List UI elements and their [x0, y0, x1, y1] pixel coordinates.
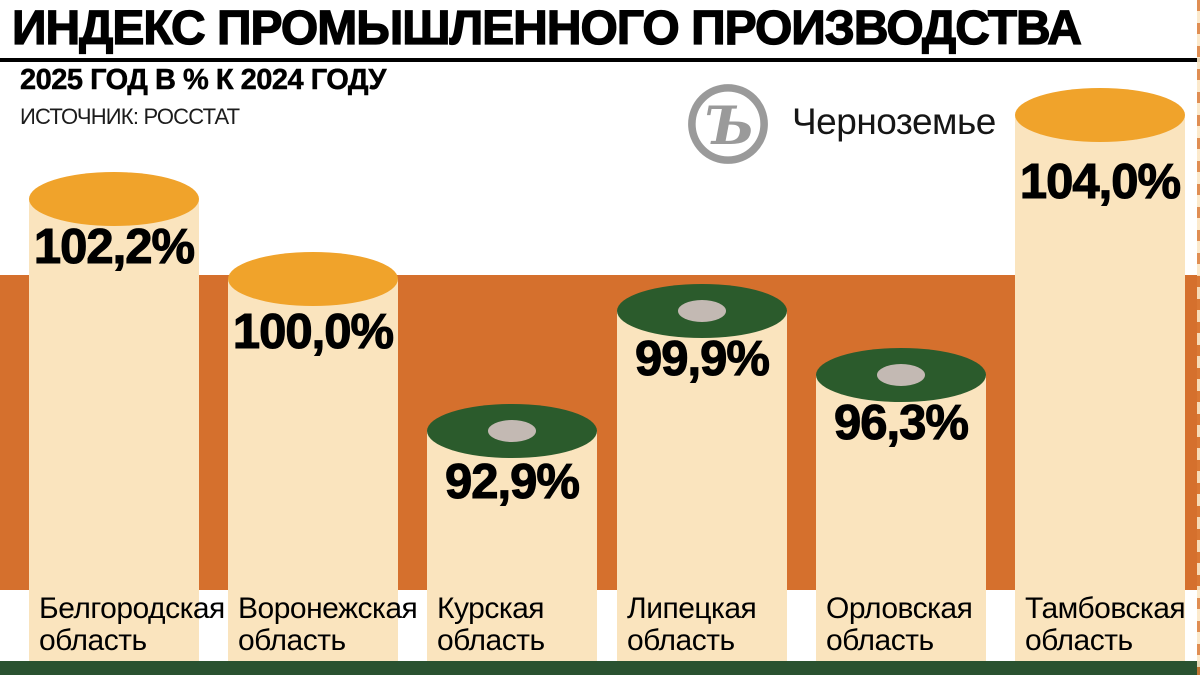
- bar-cylinder-body: [427, 431, 597, 661]
- title-underline: [0, 58, 1200, 62]
- bar-region-label: Орловская область: [826, 592, 973, 657]
- bar-group: 104,0% Тамбовская область: [1015, 0, 1186, 675]
- bar-region-label: Белгородская область: [39, 592, 225, 657]
- bar-cylinder-body: [617, 311, 787, 661]
- bar-group: 102,2% Белгородская область: [29, 0, 225, 675]
- bar-region-label: Тамбовская область: [1025, 592, 1186, 657]
- bar-group: 96,3% Орловская область: [816, 0, 986, 675]
- page-title: ИНДЕКС ПРОМЫШЛЕННОГО ПРОИЗВОДСТВА: [11, 1, 1082, 55]
- bar-group: 100,0% Воронежская область: [228, 0, 418, 675]
- brand-name: Черноземье: [792, 101, 996, 142]
- bar-hole-ellipse: [877, 364, 925, 386]
- bar-value-label: 92,9%: [444, 455, 580, 509]
- bar-group: 92,9% Курская область: [427, 0, 597, 675]
- bar-cylinder-body: [816, 375, 986, 661]
- bar-value-label: 104,0%: [1019, 155, 1181, 209]
- brand-block: Ъ Черноземье: [686, 82, 996, 166]
- bar-region-label: Липецкая область: [627, 592, 757, 657]
- bar-value-label: 99,9%: [634, 332, 770, 386]
- bar-cylinder-body: [228, 279, 398, 661]
- bar-region-label: Курская область: [437, 592, 545, 657]
- bar-value-label: 102,2%: [33, 220, 195, 274]
- bar-cylinder-body: [1015, 115, 1185, 661]
- right-edge-dashes: [1197, 0, 1200, 675]
- bar-cylinder-top-up: [29, 172, 199, 226]
- bar-value-label: 96,3%: [833, 396, 969, 450]
- bar-region-label: Воронежская область: [238, 592, 418, 657]
- bar-cylinder-top-up: [228, 252, 398, 306]
- bar-value-label: 100,0%: [232, 305, 394, 359]
- logo-glyph: Ъ: [705, 96, 755, 157]
- footer-green-band: [0, 661, 1200, 675]
- bar-cylinder-top-up: [1015, 88, 1185, 142]
- bar-cylinder-body: [29, 199, 199, 661]
- background-orange-band: [0, 275, 1200, 590]
- kommersant-logo-icon: Ъ: [688, 84, 768, 164]
- bar-hole-ellipse: [678, 300, 726, 322]
- source-note: ИСТОЧНИК: РОССТАТ: [20, 104, 240, 129]
- bar-group: 99,9% Липецкая область: [617, 0, 787, 675]
- bar-hole-ellipse: [488, 420, 536, 442]
- chart-subtitle: 2025 ГОД В % К 2024 ГОДУ: [20, 64, 387, 97]
